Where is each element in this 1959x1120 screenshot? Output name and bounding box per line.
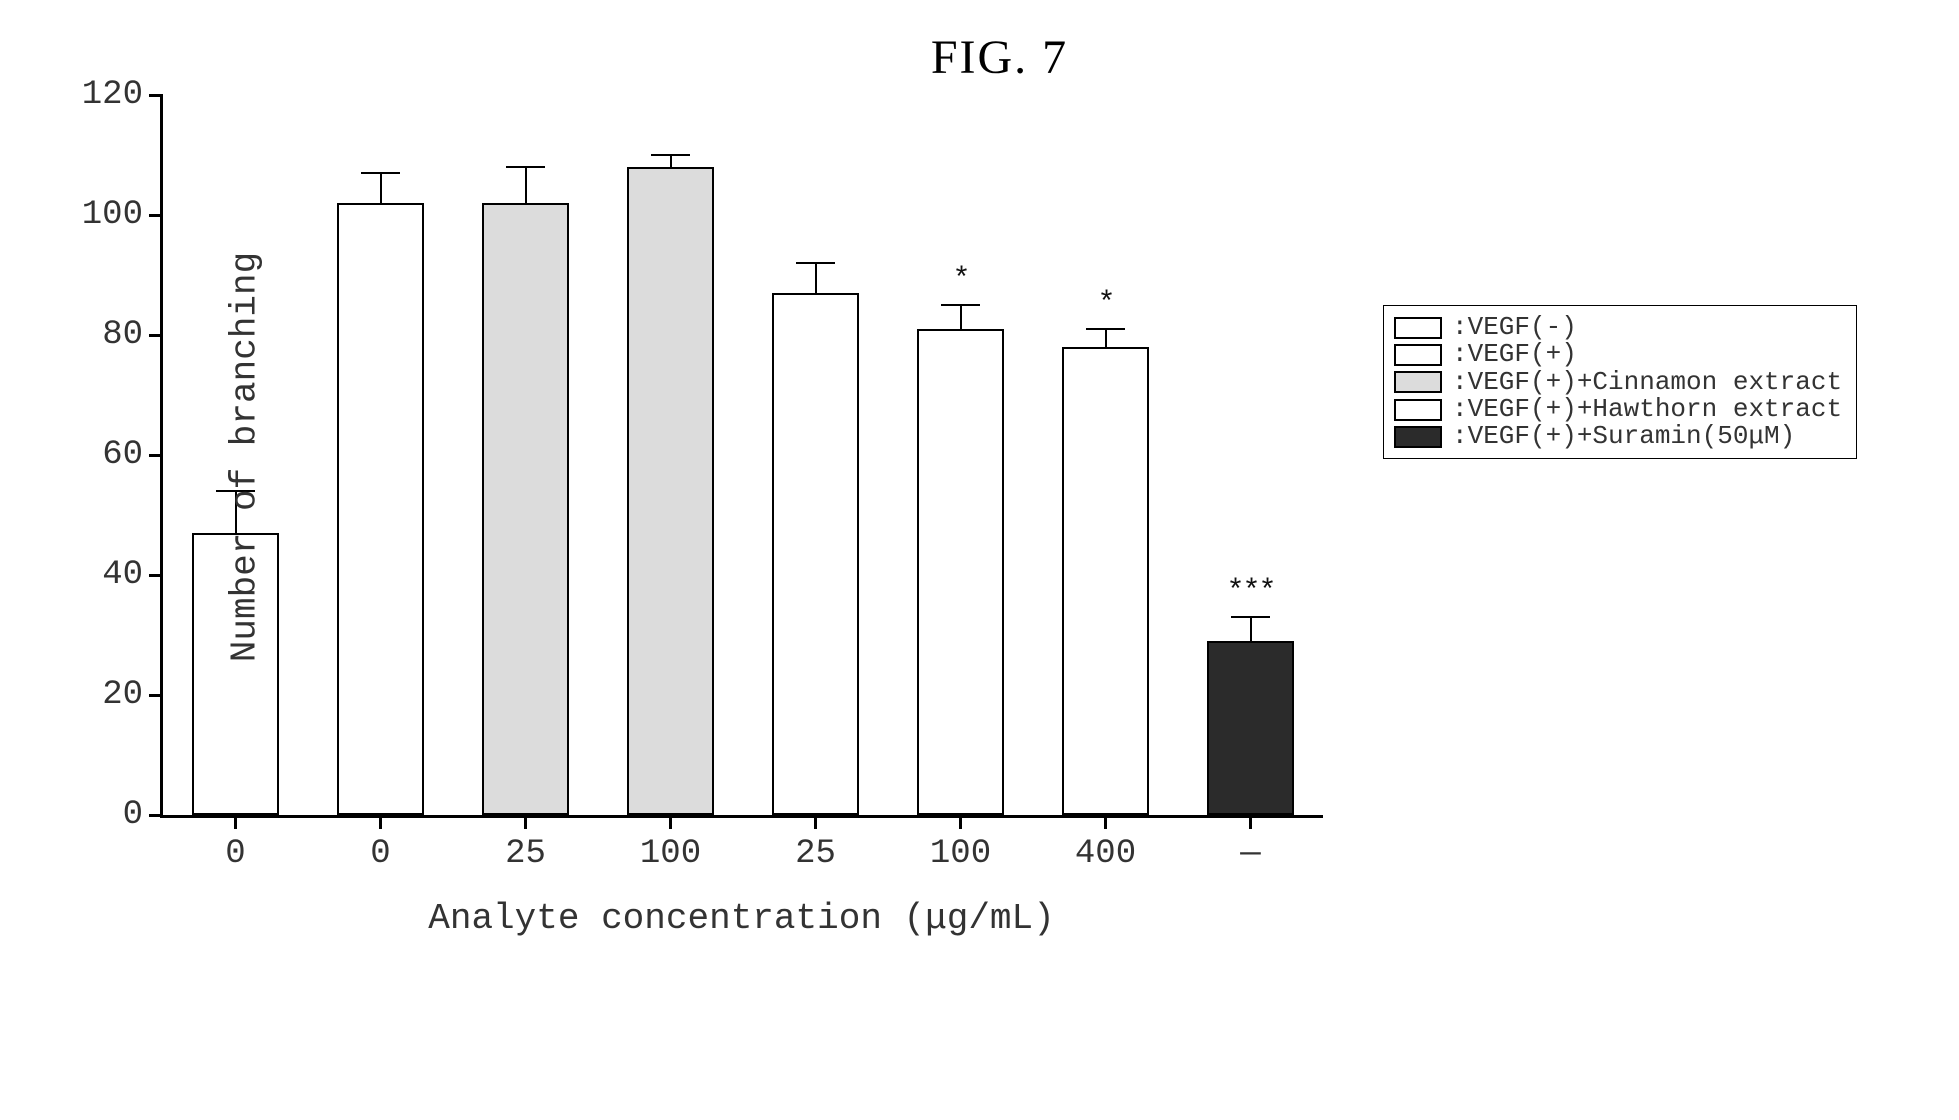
error-cap: [506, 166, 545, 168]
chart-container: 020406080100120002510025100*400*—*** Num…: [160, 95, 1323, 818]
x-axis-title: Analyte concentration (μg/mL): [428, 818, 1055, 939]
error-bar: [670, 155, 672, 167]
legend-label: :VEGF(+): [1452, 341, 1577, 368]
y-tick-label: 0: [123, 796, 163, 834]
y-tick-label: 60: [102, 436, 163, 474]
plot-area: 020406080100120002510025100*400*—***: [160, 95, 1323, 818]
legend-swatch: [1394, 426, 1442, 448]
legend-item: :VEGF(+)+Suramin(50μM): [1394, 423, 1842, 450]
legend-label: :VEGF(-): [1452, 314, 1577, 341]
bar: [482, 203, 569, 815]
error-cap: [361, 172, 400, 174]
x-tick-label: —: [1240, 815, 1260, 873]
legend-item: :VEGF(+)+Hawthorn extract: [1394, 396, 1842, 423]
bar: [627, 167, 714, 815]
legend-swatch: [1394, 371, 1442, 393]
error-bar: [1250, 617, 1252, 641]
error-cap: [651, 154, 690, 156]
bar: [1207, 641, 1294, 815]
legend-item: :VEGF(+)+Cinnamon extract: [1394, 369, 1842, 396]
legend-swatch: [1394, 399, 1442, 421]
significance-marker: ***: [1226, 575, 1274, 609]
error-bar: [815, 263, 817, 293]
y-tick-label: 80: [102, 316, 163, 354]
x-tick-label: 0: [370, 815, 390, 873]
y-tick-label: 120: [82, 76, 163, 114]
bar: [337, 203, 424, 815]
x-tick-label: 0: [225, 815, 245, 873]
error-cap: [796, 262, 835, 264]
figure-7: FIG. 7 020406080100120002510025100*400*—…: [20, 30, 1959, 1100]
figure-title: FIG. 7: [20, 30, 1959, 85]
bar: [1062, 347, 1149, 815]
error-cap: [1231, 616, 1270, 618]
legend-swatch: [1394, 344, 1442, 366]
legend-box: :VEGF(-):VEGF(+):VEGF(+)+Cinnamon extrac…: [1383, 305, 1857, 459]
legend-label: :VEGF(+)+Cinnamon extract: [1452, 369, 1842, 396]
bar: [772, 293, 859, 815]
bar: [917, 329, 1004, 815]
error-bar: [960, 305, 962, 329]
legend-label: :VEGF(+)+Hawthorn extract: [1452, 396, 1842, 423]
significance-marker: *: [952, 263, 968, 297]
error-bar: [525, 167, 527, 203]
error-cap: [941, 304, 980, 306]
x-tick-label: 400: [1075, 815, 1136, 873]
chart-and-legend-row: 020406080100120002510025100*400*—*** Num…: [20, 95, 1959, 818]
y-tick-label: 100: [82, 196, 163, 234]
y-axis-title: Number of branching: [225, 251, 266, 661]
y-tick-label: 40: [102, 556, 163, 594]
y-tick-label: 20: [102, 676, 163, 714]
error-bar: [1105, 329, 1107, 347]
legend-item: :VEGF(+): [1394, 341, 1842, 368]
significance-marker: *: [1097, 287, 1113, 321]
legend-swatch: [1394, 317, 1442, 339]
legend-label: :VEGF(+)+Suramin(50μM): [1452, 423, 1795, 450]
error-bar: [380, 173, 382, 203]
error-cap: [1086, 328, 1125, 330]
legend-item: :VEGF(-): [1394, 314, 1842, 341]
